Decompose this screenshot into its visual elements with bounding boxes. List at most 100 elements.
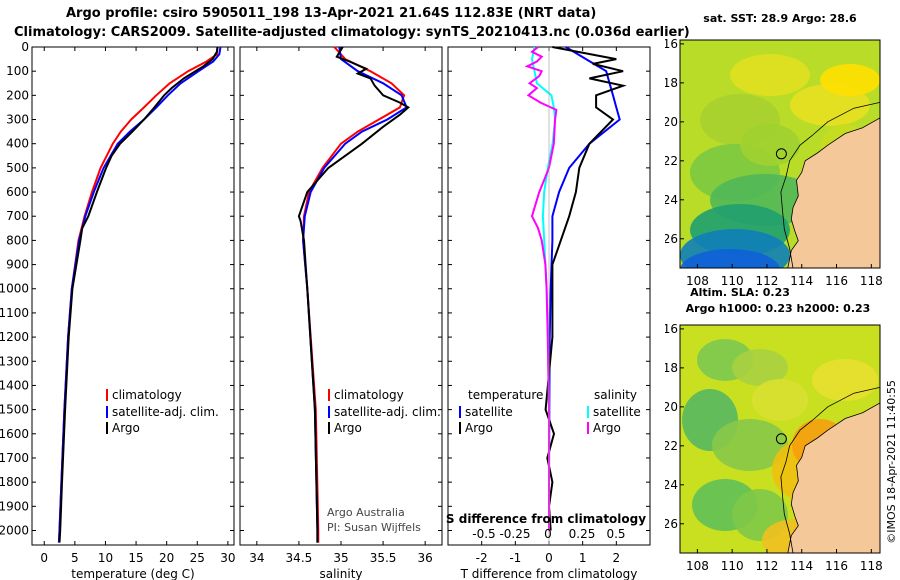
legend-temp-satellite-label: satellite xyxy=(465,405,513,419)
x-tick-label: -2 xyxy=(476,551,488,565)
sst-map-body xyxy=(680,40,880,268)
salinity-profile-panel: 34 34.5 35 35.5 36 salinity xyxy=(239,46,443,580)
x-axis-label: temperature (deg C) xyxy=(71,567,194,580)
map-x-tick-label: 114 xyxy=(790,274,813,288)
x-tick-label: 34 xyxy=(249,551,264,565)
series-line-salinity-argo xyxy=(524,46,558,531)
depth-tick-label: 1200 xyxy=(0,330,29,344)
argo-position-marker xyxy=(775,148,787,160)
map-y-tick-label: -26 xyxy=(665,517,678,531)
depth-tick-label: 1700 xyxy=(0,451,29,465)
depth-tick-label: 1400 xyxy=(0,378,29,392)
map-y-tick-label: -16 xyxy=(665,322,678,336)
map-x-tick-label: 112 xyxy=(756,559,779,573)
series-line-satellite-adj-clim- xyxy=(57,46,222,543)
sla-patch xyxy=(752,379,808,421)
x-tick-label: 2 xyxy=(613,551,621,565)
sla-map-frame xyxy=(679,324,881,554)
maps-panel: sat. SST: 28.9 Argo: 28.6 108 110 112 114 116… xyxy=(665,12,883,573)
difference-profile-panel: -2 -1 0 1 2 T difference from climatology xyxy=(447,46,651,580)
map-y-tick-label: -18 xyxy=(665,361,678,375)
sst-bathy-contour xyxy=(780,101,880,268)
x-tick-label: 0 xyxy=(40,551,48,565)
series-line-temperature-satellite xyxy=(548,46,621,531)
top-tick-label: 0 xyxy=(544,527,552,541)
map-x-tick-label: 118 xyxy=(860,274,883,288)
depth-tick-label: 700 xyxy=(6,209,29,223)
sst-patch xyxy=(680,249,780,268)
depth-tick-label: 1100 xyxy=(0,306,29,320)
plot-frame xyxy=(239,46,443,546)
legend-argo-label: Argo xyxy=(112,421,140,435)
map-x-tick-label: 116 xyxy=(825,274,848,288)
depth-tick-label: 1900 xyxy=(0,499,29,513)
x-tick-label: 10 xyxy=(98,551,113,565)
sla-land xyxy=(787,402,880,553)
sla-map: 108 110 112 114 116 118 -16 -18 -20 -22 -24 -26 xyxy=(665,322,883,573)
depth-tick-label: 100 xyxy=(6,64,29,78)
x-tick-label: 0 xyxy=(545,551,553,565)
top-tick-label: 0.25 xyxy=(569,527,596,541)
series-line-argo xyxy=(297,46,411,543)
map-y-tick-label: -16 xyxy=(665,37,678,51)
depth-tick-label: 500 xyxy=(6,161,29,175)
map-x-tick-label: 116 xyxy=(825,559,848,573)
map-x-tick-label: 110 xyxy=(721,274,744,288)
x-axis-label: T difference from climatology xyxy=(460,567,638,580)
sst-patch xyxy=(820,64,880,96)
sla-patch xyxy=(712,419,788,471)
map-y-tick-label: -24 xyxy=(665,478,678,492)
sst-patch xyxy=(730,54,810,96)
header-title-line2: Climatology: CARS2009. Satellite-adjuste… xyxy=(14,25,690,40)
map-y-tick-label: -20 xyxy=(665,115,678,129)
x-tick-label: 15 xyxy=(128,551,143,565)
x-tick-label: 35 xyxy=(333,551,348,565)
plot-frame xyxy=(31,46,235,546)
legend-satellite-label: satellite-adj. clim. xyxy=(112,405,219,419)
depth-tick-label: 1000 xyxy=(0,282,29,296)
series-line-argo xyxy=(58,46,219,543)
sla-map-body xyxy=(680,325,880,553)
legend-sal-argo-label: Argo xyxy=(593,421,621,435)
annotation-line1: Argo Australia xyxy=(327,506,405,519)
map-x-tick-label: 118 xyxy=(860,559,883,573)
temperature-profile-panel: 0 5 10 15 20 25 30 temperature (deg C) xyxy=(31,46,236,580)
series-line-climatology xyxy=(302,46,406,543)
top-tick-label: -0.5 xyxy=(472,527,495,541)
legend-temp-argo-label: Argo xyxy=(465,421,493,435)
map-y-tick-label: -26 xyxy=(665,232,678,246)
legend-sal-satellite-label: satellite xyxy=(593,405,641,419)
sla-map-subtitle: Argo h1000: 0.23 h2000: 0.23 xyxy=(686,302,871,315)
map-x-tick-label: 108 xyxy=(686,274,709,288)
legend-climatology-label: climatology xyxy=(334,388,404,402)
map-x-tick-label: 108 xyxy=(686,559,709,573)
depth-tick-label: 1300 xyxy=(0,354,29,368)
sst-land xyxy=(787,117,880,268)
header-title-line1: Argo profile: csiro 5905011_198 13-Apr-2… xyxy=(66,6,597,21)
annotation-line2: PI: Susan Wijffels xyxy=(327,521,421,534)
sst-patch xyxy=(740,124,800,166)
legend-salinity-heading: salinity xyxy=(594,388,637,402)
map-y-tick-label: -20 xyxy=(665,400,678,414)
depth-tick-label: 0 xyxy=(21,40,29,54)
sla-patch xyxy=(732,349,788,386)
depth-tick-label: 900 xyxy=(6,258,29,272)
depth-tick-label: 800 xyxy=(6,233,29,247)
sst-map-title: sat. SST: 28.9 Argo: 28.6 xyxy=(703,12,857,25)
top-axis-label: S difference from climatology xyxy=(446,512,646,526)
profiles-chart: 0100200300400500600700800900100011001200… xyxy=(0,40,651,580)
map-x-tick-label: 114 xyxy=(790,559,813,573)
argo-position-marker xyxy=(775,433,787,445)
x-tick-label: 5 xyxy=(71,551,79,565)
depth-tick-label: 1500 xyxy=(0,403,29,417)
map-x-tick-label: 112 xyxy=(756,274,779,288)
map-y-tick-label: -22 xyxy=(665,439,678,453)
legend-temperature-heading: temperature xyxy=(468,388,543,402)
sla-map-title: Altim. SLA: 0.23 xyxy=(690,286,790,299)
x-tick-label: 25 xyxy=(190,551,205,565)
depth-tick-label: 600 xyxy=(6,185,29,199)
x-tick-label: 36 xyxy=(418,551,433,565)
depth-tick-label: 200 xyxy=(6,88,29,102)
legend-climatology-label: climatology xyxy=(112,388,182,402)
sst-map-frame xyxy=(679,39,881,269)
